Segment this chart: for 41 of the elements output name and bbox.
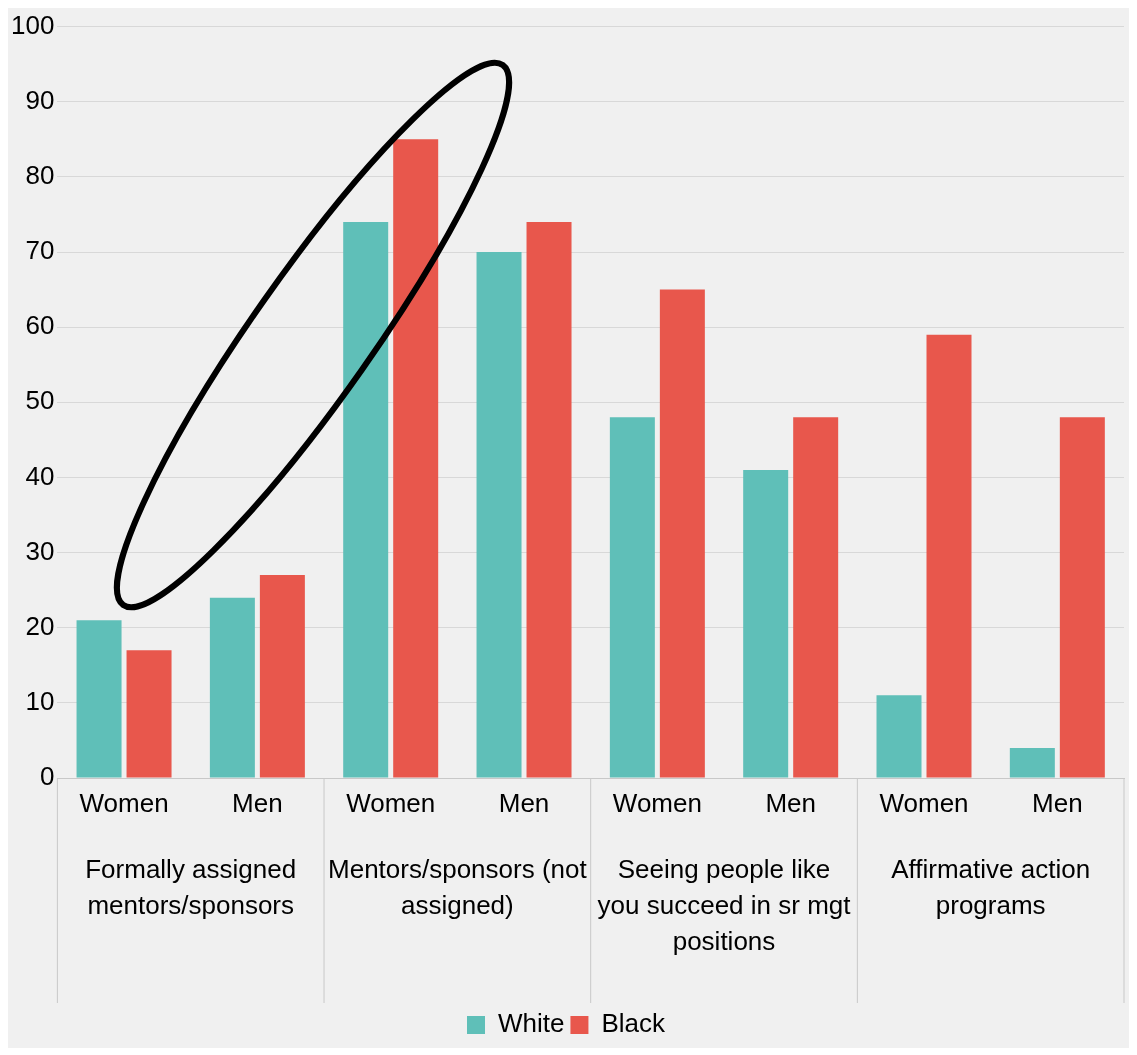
bar xyxy=(126,650,172,778)
y-tick-label: 40 xyxy=(25,460,55,491)
bar xyxy=(926,334,972,778)
bar xyxy=(476,252,522,778)
text: Formally assigned mentors/sponsors xyxy=(85,854,297,921)
y-tick-label: 50 xyxy=(25,385,55,416)
y-tick-label: 20 xyxy=(25,610,55,641)
x-tick-label: Women xyxy=(79,787,169,818)
x-tick-label: Women xyxy=(612,787,702,818)
legend-label: White xyxy=(497,1008,565,1039)
bar xyxy=(876,695,922,778)
bar xyxy=(209,597,255,778)
bar xyxy=(659,289,705,778)
bar xyxy=(393,139,439,778)
bar xyxy=(259,575,305,778)
bar xyxy=(1059,417,1105,778)
bar xyxy=(1009,747,1055,778)
y-tick-label: 90 xyxy=(25,84,55,115)
y-tick-label: 80 xyxy=(25,160,55,191)
text: Affirmative action programs xyxy=(891,854,1091,921)
y-tick-label: 70 xyxy=(25,235,55,266)
bar xyxy=(609,417,655,778)
bar xyxy=(76,620,122,778)
y-tick-label: 0 xyxy=(39,761,55,792)
bar xyxy=(743,469,789,778)
y-tick-label: 60 xyxy=(25,310,55,341)
x-tick-label: Men xyxy=(1032,787,1083,818)
x-tick-label: Men xyxy=(232,787,283,818)
x-tick-label: Women xyxy=(346,787,436,818)
y-tick-label: 10 xyxy=(25,686,55,717)
text: Seeing people like you succeed in sr mgt positions xyxy=(597,854,852,957)
y-tick-label: 30 xyxy=(25,535,55,566)
y-tick-label: 100 xyxy=(10,9,55,40)
legend-label: Black xyxy=(601,1008,667,1039)
text: Mentors/sponsors (not assigned) xyxy=(328,854,588,921)
x-tick-label: Men xyxy=(765,787,816,818)
bar xyxy=(526,221,572,778)
x-tick-label: Men xyxy=(498,787,550,818)
x-tick-label: Women xyxy=(879,787,969,818)
bar xyxy=(343,221,389,778)
bar xyxy=(793,417,839,778)
